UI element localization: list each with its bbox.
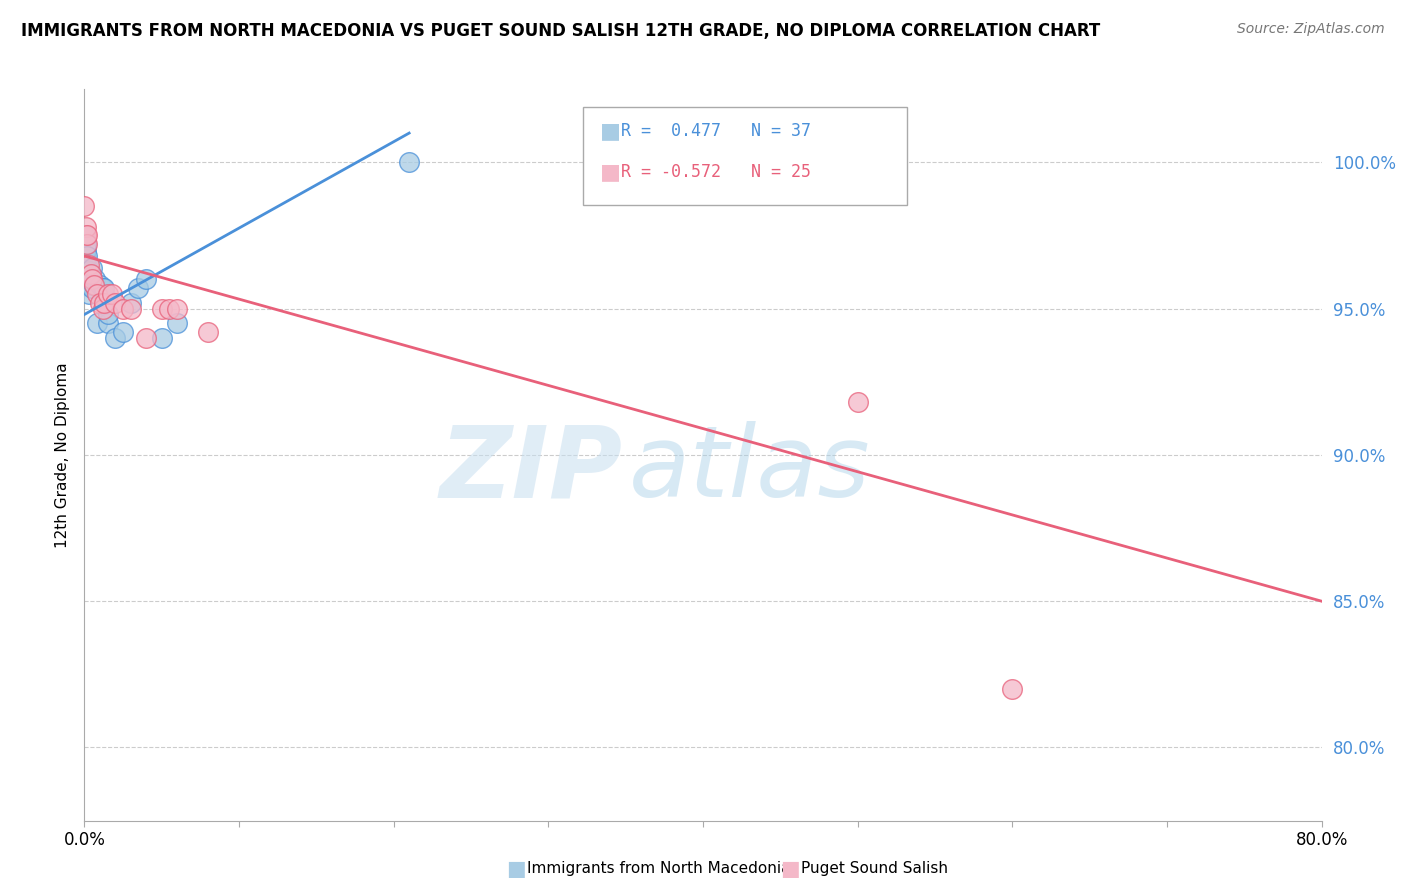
Point: [76, 278, 98, 293]
Point: [135, 331, 157, 345]
Point: [150, 301, 173, 316]
Point: [89, 295, 111, 310]
Point: [83, 278, 105, 293]
Point: [101, 287, 124, 301]
Point: [93, 281, 115, 295]
Point: [75, 243, 97, 257]
Point: [82, 281, 104, 295]
Point: [150, 331, 173, 345]
Point: [76, 258, 98, 272]
Point: [112, 301, 135, 316]
Point: [76, 249, 98, 263]
Point: [96, 308, 118, 322]
Point: [197, 325, 219, 339]
Point: [166, 301, 188, 316]
Point: [77, 263, 100, 277]
Point: [82, 272, 104, 286]
Point: [73, 243, 96, 257]
Point: [75, 252, 97, 266]
Point: [75, 237, 97, 252]
Text: ■: ■: [780, 859, 800, 879]
Point: [76, 237, 98, 252]
Point: [76, 228, 98, 243]
Point: [82, 272, 104, 286]
Point: [75, 219, 97, 234]
Text: Puget Sound Salish: Puget Sound Salish: [801, 862, 949, 876]
Point: [82, 260, 104, 275]
Point: [86, 287, 108, 301]
Text: R =  0.477   N = 37: R = 0.477 N = 37: [621, 122, 811, 140]
Point: [1001, 681, 1024, 696]
Point: [96, 316, 118, 330]
Point: [77, 272, 100, 286]
Point: [75, 272, 97, 286]
Text: ■: ■: [600, 162, 621, 182]
Text: IMMIGRANTS FROM NORTH MACEDONIA VS PUGET SOUND SALISH 12TH GRADE, NO DIPLOMA COR: IMMIGRANTS FROM NORTH MACEDONIA VS PUGET…: [21, 22, 1101, 40]
Text: Source: ZipAtlas.com: Source: ZipAtlas.com: [1237, 22, 1385, 37]
Point: [77, 287, 100, 301]
Point: [77, 258, 100, 272]
Point: [120, 301, 142, 316]
Point: [846, 395, 869, 409]
Point: [120, 295, 142, 310]
Point: [398, 155, 420, 169]
Point: [73, 199, 96, 213]
Y-axis label: 12th Grade, No Diploma: 12th Grade, No Diploma: [55, 362, 70, 548]
Point: [73, 228, 96, 243]
Point: [93, 295, 115, 310]
Point: [104, 295, 127, 310]
Point: [127, 281, 149, 295]
Text: atlas: atlas: [628, 421, 870, 518]
Text: R = -0.572   N = 25: R = -0.572 N = 25: [621, 163, 811, 181]
Point: [79, 278, 101, 293]
Point: [86, 316, 108, 330]
Text: Immigrants from North Macedonia: Immigrants from North Macedonia: [527, 862, 790, 876]
Point: [104, 331, 127, 345]
Point: [93, 287, 115, 301]
Point: [79, 267, 101, 281]
Point: [75, 228, 97, 243]
Text: ■: ■: [506, 859, 526, 879]
Text: ■: ■: [600, 121, 621, 141]
Point: [75, 258, 97, 272]
Point: [159, 301, 180, 316]
Point: [166, 316, 188, 330]
Point: [112, 325, 135, 339]
Point: [79, 267, 101, 281]
Point: [96, 287, 118, 301]
Point: [135, 272, 157, 286]
Point: [84, 272, 107, 286]
Point: [83, 278, 105, 293]
Point: [91, 301, 114, 316]
Point: [89, 278, 111, 293]
Text: ZIP: ZIP: [440, 421, 623, 518]
Point: [73, 258, 96, 272]
Point: [76, 267, 98, 281]
Point: [91, 281, 114, 295]
